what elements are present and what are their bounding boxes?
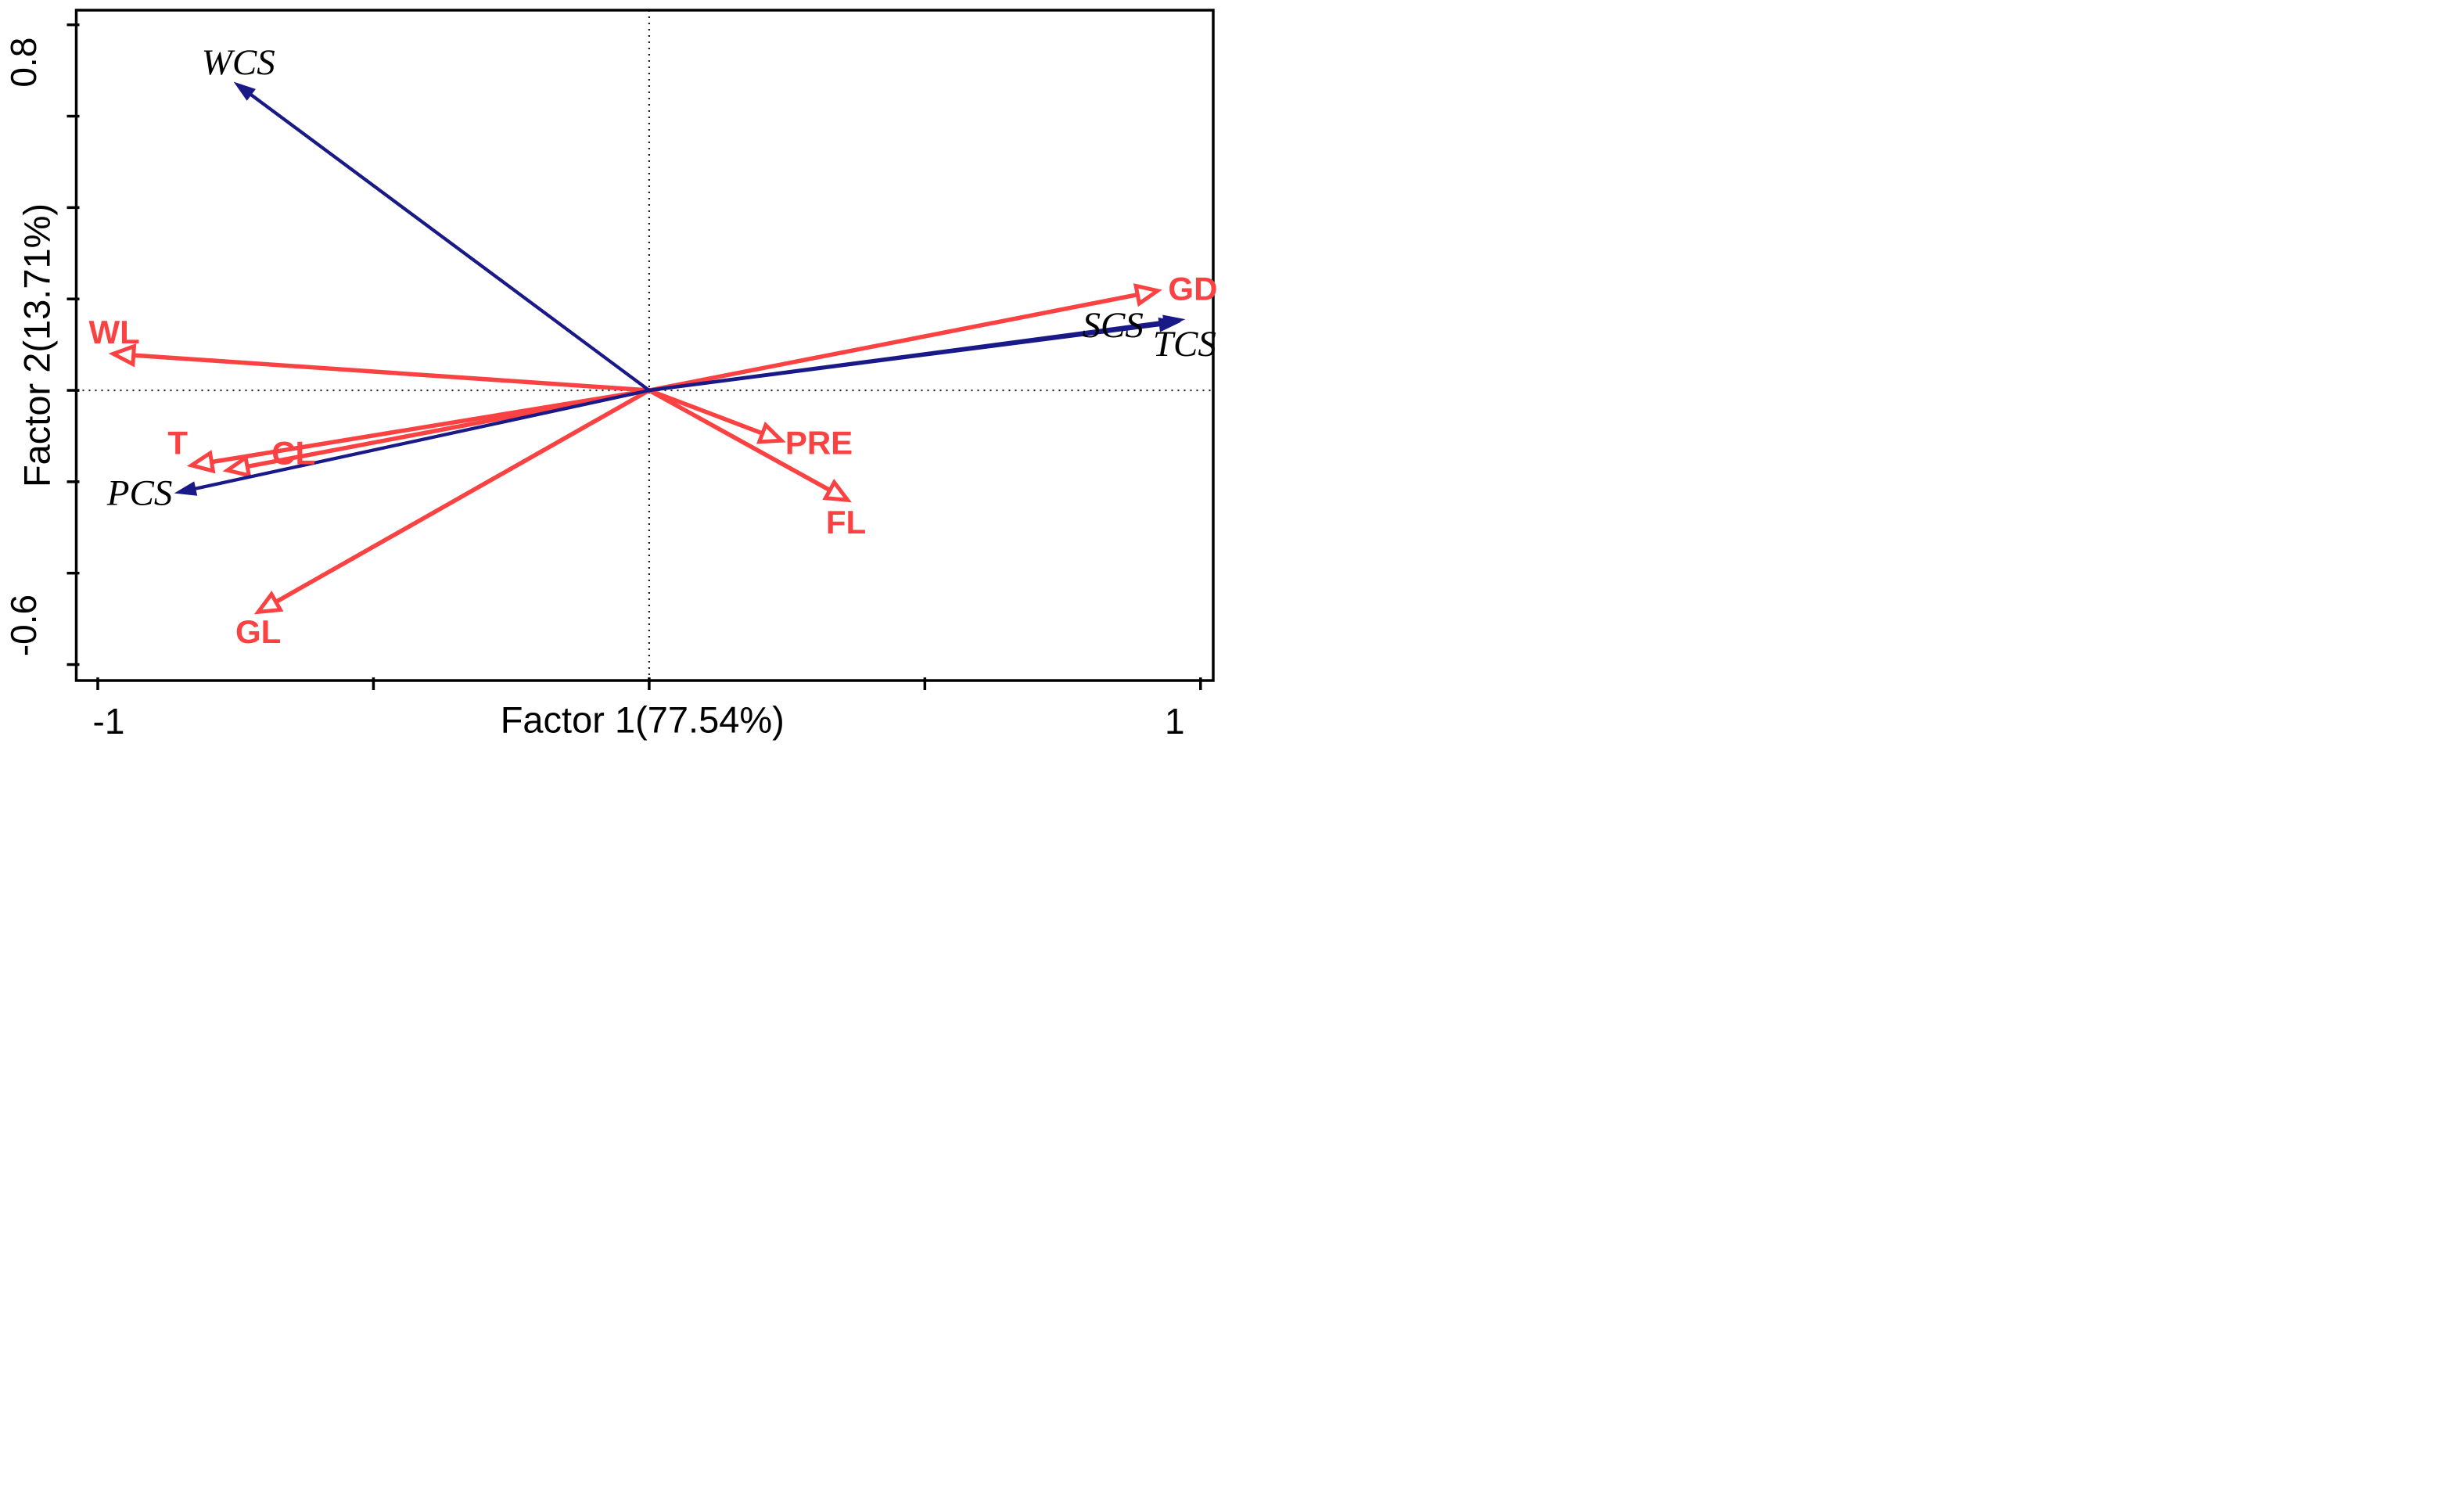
plot-frame <box>74 9 1215 682</box>
variable-label-GL: GL <box>235 613 281 650</box>
x-axis-title: Factor 1(77.54%) <box>501 699 785 741</box>
variable-label-GD: GD <box>1168 270 1217 307</box>
y-tick-label: -0.6 <box>3 594 44 656</box>
y-axis-title: Factor 2(13.71%) <box>16 203 58 487</box>
arrowhead-GL-icon <box>253 590 284 615</box>
variable-label-SCS: SCS <box>1083 305 1144 346</box>
arrow-shaft-GD <box>647 292 1140 393</box>
arrow-WCS <box>233 81 652 393</box>
arrow-PRE <box>647 388 786 444</box>
arrow-GL <box>253 388 652 615</box>
arrow-shaft-PCS <box>193 388 652 490</box>
arrow-shaft-WL <box>131 353 652 393</box>
variable-label-WCS: WCS <box>202 42 275 83</box>
x-tick-label: -1 <box>93 701 125 742</box>
variable-label-T: T <box>167 425 188 462</box>
chart-background <box>0 0 1232 752</box>
arrow-PCS <box>174 388 652 496</box>
arrow-GD <box>647 283 1162 393</box>
variable-label-PCS: PCS <box>106 472 173 513</box>
arrowhead-SCS-icon <box>1162 314 1186 330</box>
arrow-CL <box>222 388 652 479</box>
arrow-shaft-SCS <box>647 320 1166 393</box>
variable-label-CL: CL <box>271 435 315 472</box>
variable-label-TCS: TCS <box>1153 324 1216 365</box>
arrowhead-FL-icon <box>822 479 853 503</box>
variable-label-FL: FL <box>826 504 866 541</box>
biplot-svg: -1 1 0.8 -0.6 Factor 1(77.54%) Factor 2(13.71… <box>0 0 1232 752</box>
arrow-WL <box>108 343 652 393</box>
arrow-shaft-WCS <box>249 92 652 393</box>
arrow-shaft-GL <box>273 388 652 605</box>
x-tick-label: 1 <box>1165 701 1185 742</box>
y-tick-label: 0.8 <box>3 38 44 88</box>
arrowhead-WL-icon <box>108 343 137 368</box>
arrowhead-PCS-icon <box>174 481 198 496</box>
arrowhead-PRE-icon <box>756 421 786 444</box>
arrowhead-WCS-icon <box>233 81 256 101</box>
arrow-SCS <box>647 314 1186 393</box>
arrow-shaft-CL <box>245 388 652 469</box>
arrow-FL <box>647 388 853 503</box>
variable-label-PRE: PRE <box>785 425 853 462</box>
biplot-chart: -1 1 0.8 -0.6 Factor 1(77.54%) Factor 2(13.71… <box>0 0 1232 752</box>
arrowhead-GD-icon <box>1133 283 1162 307</box>
variable-label-WL: WL <box>88 314 139 350</box>
arrow-shaft-PRE <box>647 388 765 436</box>
arrowhead-T-icon <box>186 450 216 474</box>
pca-biplot-figure: -1 1 0.8 -0.6 Factor 1(77.54%) Factor 2(13.71… <box>0 0 1232 752</box>
arrow-shaft-FL <box>647 388 832 493</box>
arrowhead-CL-icon <box>222 454 252 479</box>
